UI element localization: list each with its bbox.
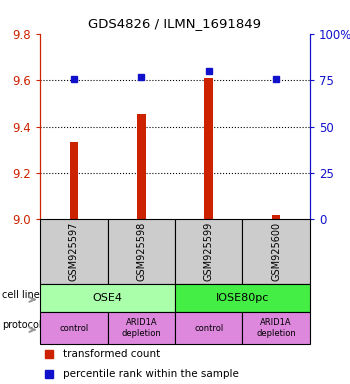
Text: ARID1A
depletion: ARID1A depletion bbox=[256, 318, 296, 338]
Text: cell line: cell line bbox=[2, 290, 40, 300]
Bar bbox=[175, 312, 242, 344]
Text: ARID1A
depletion: ARID1A depletion bbox=[121, 318, 161, 338]
Bar bbox=[40, 284, 175, 312]
Text: OSE4: OSE4 bbox=[93, 293, 122, 303]
Bar bbox=[272, 215, 280, 219]
Bar bbox=[70, 142, 78, 219]
Bar bbox=[204, 78, 213, 219]
Bar bbox=[242, 219, 310, 284]
Text: transformed count: transformed count bbox=[63, 349, 160, 359]
Bar bbox=[108, 312, 175, 344]
Bar bbox=[108, 219, 175, 284]
Text: IOSE80pc: IOSE80pc bbox=[216, 293, 269, 303]
Bar bbox=[137, 114, 146, 219]
Text: GSM925600: GSM925600 bbox=[271, 222, 281, 281]
Text: GSM925599: GSM925599 bbox=[204, 222, 214, 281]
Bar bbox=[40, 219, 108, 284]
Title: GDS4826 / ILMN_1691849: GDS4826 / ILMN_1691849 bbox=[89, 17, 261, 30]
Bar bbox=[40, 312, 108, 344]
Text: percentile rank within the sample: percentile rank within the sample bbox=[63, 369, 239, 379]
Text: protocol: protocol bbox=[2, 320, 42, 330]
Text: control: control bbox=[59, 324, 89, 333]
Text: GSM925598: GSM925598 bbox=[136, 222, 146, 281]
Text: control: control bbox=[194, 324, 223, 333]
Bar bbox=[242, 312, 310, 344]
Text: GSM925597: GSM925597 bbox=[69, 222, 79, 281]
Bar bbox=[175, 219, 242, 284]
Bar bbox=[175, 284, 310, 312]
